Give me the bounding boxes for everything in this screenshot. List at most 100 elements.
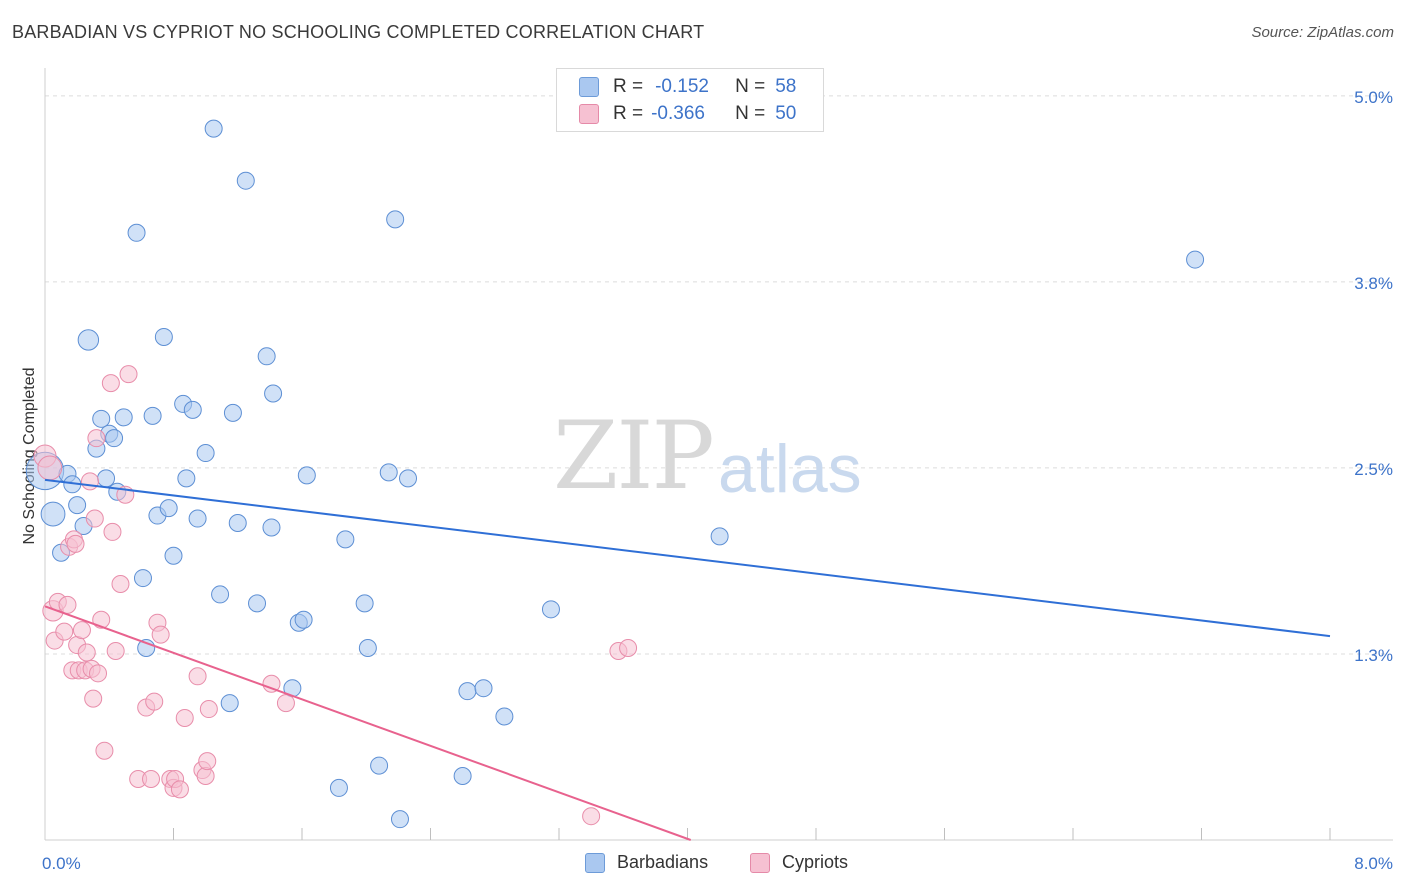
- barbadian-point: [264, 384, 283, 403]
- barbadian-point: [40, 501, 66, 527]
- y-tick-label: 1.3%: [1354, 646, 1393, 665]
- cypriot-point: [119, 365, 138, 384]
- x-tick-labels: 0.0% 8.0%: [42, 854, 1393, 873]
- cypriot-point: [58, 595, 77, 614]
- cypriot-point: [619, 639, 638, 658]
- trend-lines: [44, 478, 1331, 841]
- legend-swatch-cypriots: [579, 104, 599, 124]
- y-tick-label: 2.5%: [1354, 460, 1393, 479]
- watermark-atlas: atlas: [718, 431, 862, 507]
- cypriot-point: [145, 692, 164, 711]
- barbadian-point: [495, 707, 514, 726]
- bottom-legend-cypriots[interactable]: Cypriots: [750, 852, 848, 873]
- source-label: Source: ZipAtlas.com: [1251, 24, 1394, 41]
- cypriot-point: [175, 708, 194, 727]
- cypriot-point: [95, 741, 114, 760]
- barbadian-point: [474, 679, 493, 698]
- cypriot-point: [72, 621, 91, 640]
- cypriot-point: [262, 674, 281, 693]
- correlation-legend: R = -0.152 N = 58 R = -0.366 N = 50: [556, 68, 824, 132]
- barbadian-point: [68, 496, 87, 515]
- barbadian-point: [262, 518, 281, 537]
- barbadian-point: [220, 694, 239, 713]
- legend-n-label: N =: [735, 103, 766, 124]
- barbadian-point: [177, 469, 196, 488]
- barbadian-point: [77, 329, 100, 351]
- barbadian-point: [92, 409, 111, 428]
- barbadian-point: [453, 767, 472, 786]
- cypriot-point: [170, 780, 189, 799]
- barbadian-point: [133, 569, 152, 588]
- barbadian-point: [355, 594, 374, 613]
- cypriot-point: [92, 610, 111, 629]
- cypriot-point: [80, 472, 99, 491]
- x-tick-label-max: 8.0%: [1354, 854, 1393, 873]
- barbadian-point: [257, 347, 276, 366]
- cypriot-point: [84, 689, 103, 708]
- legend-r-value-cypriots: -0.366: [651, 103, 705, 124]
- cypriot-point: [103, 522, 122, 541]
- barbadian-point: [370, 756, 389, 775]
- barbadian-point: [127, 223, 146, 242]
- cypriot-point: [199, 700, 218, 719]
- barbadian-point: [196, 444, 215, 463]
- barbadian-point: [164, 546, 183, 565]
- legend-r-label: R =: [613, 76, 644, 97]
- cypriot-point: [55, 622, 74, 641]
- barbadian-point: [1186, 250, 1205, 269]
- barbadian-point: [297, 466, 316, 485]
- cypriot-point: [196, 767, 215, 786]
- cypriot-point: [66, 534, 85, 553]
- watermark-zip: ZIP: [553, 402, 715, 511]
- barbadian-point: [329, 778, 348, 797]
- barbadian-point: [114, 408, 133, 427]
- barbadian-point: [223, 403, 242, 422]
- barbadian-point: [294, 610, 313, 629]
- barbadian-point: [379, 463, 398, 482]
- barbadian-point: [390, 810, 409, 829]
- legend-n-value-cypriots: 50: [775, 103, 797, 124]
- cypriot-point: [188, 667, 207, 686]
- data-points: [25, 119, 1205, 829]
- cypriot-point: [198, 752, 217, 771]
- barbadian-point: [336, 530, 355, 549]
- cypriot-point: [582, 807, 601, 826]
- x-tick-label-min: 0.0%: [42, 854, 81, 873]
- bottom-legend-barbadians[interactable]: Barbadians: [585, 852, 708, 873]
- barbadian-point: [183, 400, 202, 419]
- legend-n-label: N =: [735, 76, 766, 97]
- barbadian-point: [211, 585, 230, 604]
- barbadian-point: [159, 499, 178, 518]
- barbadian-point: [105, 429, 124, 448]
- barbadian-point: [228, 513, 247, 532]
- barbadian-point: [458, 682, 477, 701]
- legend-n-value-barbadians: 58: [775, 76, 797, 97]
- barbadian-trend-line: [44, 478, 1331, 638]
- cypriot-trend-line: [44, 605, 692, 841]
- barbadian-point: [188, 509, 207, 528]
- y-tick-label: 3.8%: [1354, 274, 1393, 293]
- barbadian-point: [236, 171, 255, 190]
- barbadian-point: [386, 210, 405, 229]
- barbadian-point: [358, 639, 377, 658]
- cypriot-point: [106, 641, 125, 660]
- cypriot-point: [85, 509, 104, 528]
- cypriot-point: [77, 643, 96, 662]
- y-tick-label: 5.0%: [1354, 88, 1393, 107]
- legend-r-label: R =: [613, 103, 644, 124]
- y-axis-label: No Schooling Completed: [21, 368, 38, 545]
- cypriot-point: [276, 694, 295, 713]
- bottom-legend-label-barbadians: Barbadians: [617, 852, 709, 872]
- barbadian-point: [541, 600, 560, 619]
- cypriot-point: [89, 664, 108, 683]
- barbadian-point: [204, 119, 223, 138]
- cypriot-point: [142, 769, 161, 788]
- barbadian-point: [710, 527, 729, 546]
- barbadian-point: [97, 469, 116, 488]
- bottom-legend-swatch-barbadians: [585, 852, 605, 873]
- bottom-legend-swatch-cypriots: [750, 852, 770, 873]
- barbadian-point: [143, 406, 162, 425]
- chart-title: BARBADIAN VS CYPRIOT NO SCHOOLING COMPLE…: [12, 22, 705, 42]
- cypriot-point: [101, 374, 120, 393]
